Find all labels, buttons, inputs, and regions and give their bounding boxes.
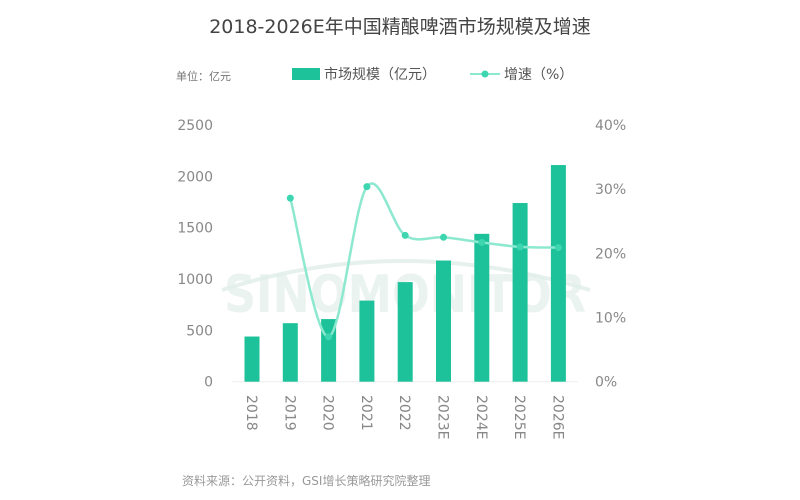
y2-tick-label: 40%	[595, 118, 626, 134]
y-tick-label: 1000	[177, 272, 213, 288]
chart-title: 2018-2026E年中国精酿啤酒市场规模及增速	[209, 16, 591, 38]
bar	[359, 300, 375, 382]
y-tick-label: 0	[204, 375, 213, 391]
growth-point	[554, 244, 562, 252]
x-tick-label: 2026E	[549, 395, 565, 439]
legend-bar-swatch	[292, 68, 320, 80]
growth-point	[440, 233, 447, 241]
bar	[512, 203, 528, 382]
bar	[550, 165, 566, 382]
x-tick-label: 2018	[243, 395, 259, 431]
x-tick-label: 2022	[396, 395, 412, 431]
watermark-arc	[221, 259, 591, 292]
legend-line-swatch	[470, 70, 500, 78]
growth-point	[478, 238, 486, 246]
unit-label: 单位：亿元	[176, 70, 231, 83]
y-tick-label: 1500	[177, 221, 213, 237]
source-note: 资料来源：公开资料，GSI增长策略研究院整理	[182, 474, 431, 488]
legend-item-market-size: 市场规模（亿元）	[292, 64, 436, 84]
growth-point	[401, 231, 409, 239]
growth-point	[286, 194, 294, 202]
legend-item-growth: 增速（%）	[470, 64, 573, 84]
bar	[397, 282, 413, 382]
bar	[282, 323, 298, 382]
x-tick-label: 2025E	[511, 395, 527, 439]
bar	[244, 336, 260, 382]
x-tick-label: 2020	[320, 395, 336, 431]
y-tick-label: 500	[186, 323, 213, 339]
x-tick-label: 2024E	[473, 395, 489, 439]
growth-point	[516, 243, 524, 251]
y2-tick-label: 20%	[595, 246, 626, 262]
growth-point	[363, 183, 371, 191]
y2-tick-label: 30%	[595, 182, 626, 198]
x-tick-label: 2021	[358, 395, 374, 431]
y-tick-label: 2000	[177, 169, 213, 185]
x-tick-label: 2023E	[435, 395, 451, 439]
bar	[436, 260, 451, 382]
bar	[474, 233, 490, 382]
y2-tick-label: 0%	[595, 375, 617, 391]
y-tick-label: 2500	[177, 118, 213, 134]
x-tick-label: 2019	[281, 395, 297, 431]
y2-tick-label: 10%	[595, 311, 626, 327]
growth-point	[325, 333, 333, 341]
legend-label: 市场规模（亿元）	[324, 67, 436, 83]
legend-label: 增速（%）	[504, 67, 574, 83]
